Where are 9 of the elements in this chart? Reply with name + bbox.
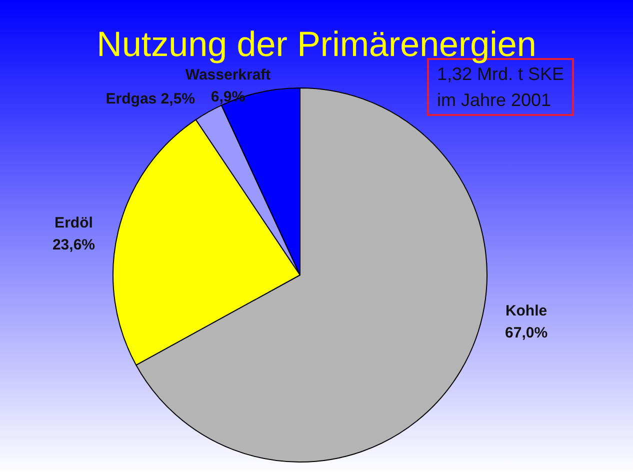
- data-label: 23,6%: [52, 236, 96, 254]
- data-label: 6,9%: [210, 88, 246, 106]
- slice-label: Erdgas 2,5%: [106, 90, 196, 108]
- slice-label: Kohle: [505, 302, 548, 320]
- slice-label: Wasserkraft: [185, 66, 271, 84]
- data-label: 67,0%: [504, 324, 548, 342]
- chart-title: Nutzung der Primärenergien: [96, 25, 536, 64]
- text: 1,32 Mrd. t SKE im Jahre 2001: [437, 64, 564, 110]
- slice-label: Erdöl: [54, 214, 93, 232]
